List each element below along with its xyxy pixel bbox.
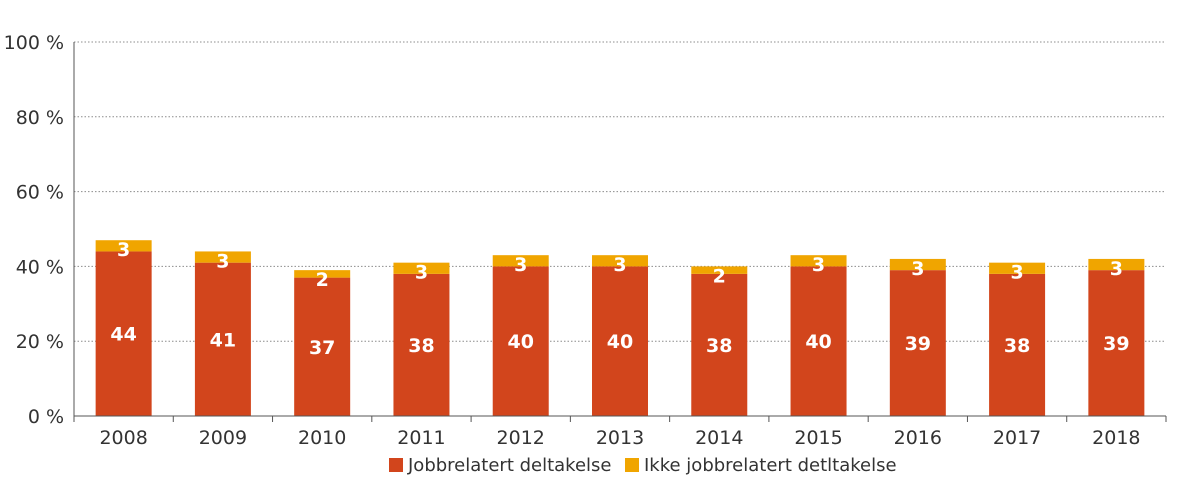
bar-segment-jobbrelatert (1088, 270, 1145, 416)
bar-segment-jobbrelatert (790, 266, 847, 416)
data-label: 40 (607, 331, 633, 353)
bar-segment-jobbrelatert (393, 273, 450, 416)
x-axis: 2008 2009 2010 2011 2012 2013 2014 2015 2016 2017… (73, 415, 1167, 449)
x-tick-label: 2008 (99, 427, 147, 449)
bar-segment-ikke-jobbrelatert (492, 255, 549, 267)
data-label: 3 (613, 254, 626, 276)
data-label: 3 (911, 258, 924, 280)
data-label: 2 (713, 265, 726, 287)
bar-segment-jobbrelatert (691, 273, 748, 416)
y-tick-label: 20 % (16, 331, 64, 353)
data-label: 40 (805, 331, 831, 353)
bar-segment-ikke-jobbrelatert (95, 240, 152, 252)
bar-segment-ikke-jobbrelatert (989, 262, 1046, 274)
x-tick-label: 2012 (497, 427, 545, 449)
data-label: 44 (110, 324, 136, 346)
bar-segment-jobbrelatert (889, 270, 946, 416)
data-label: 3 (514, 254, 527, 276)
gridlines (74, 41, 1166, 342)
data-label: 3 (1010, 262, 1023, 284)
x-tick-label: 2014 (695, 427, 743, 449)
bar-segment-jobbrelatert (194, 262, 251, 416)
bar-segment-jobbrelatert (989, 273, 1046, 416)
x-tick-label: 2017 (993, 427, 1041, 449)
y-tick-label: 0 % (28, 406, 64, 428)
legend-label: Jobbrelatert deltakelse (407, 455, 612, 476)
legend: Jobbrelatert deltakelse Ikke jobbrelatert… (389, 455, 897, 476)
y-tick-label: 40 % (16, 256, 64, 278)
data-label: 3 (117, 239, 130, 261)
x-tick-label: 2015 (794, 427, 842, 449)
data-label: 38 (408, 335, 434, 357)
data-label: 3 (415, 262, 428, 284)
y-tick-label: 100 % (4, 32, 64, 54)
bar-segment-jobbrelatert (592, 266, 648, 416)
data-label: 40 (508, 331, 534, 353)
data-label: 3 (216, 250, 229, 272)
data-label: 3 (812, 254, 825, 276)
y-tick-label: 60 % (16, 182, 64, 204)
bar-segment-jobbrelatert (95, 251, 152, 416)
bar-segment-jobbrelatert (492, 266, 549, 416)
legend-label: Ikke jobbrelatert detltakelse (644, 455, 897, 476)
bar-segment-ikke-jobbrelatert (790, 255, 847, 267)
legend-swatch (625, 458, 639, 472)
data-label: 3 (1110, 258, 1123, 280)
x-tick-label: 2016 (894, 427, 942, 449)
x-tick-label: 2011 (397, 427, 445, 449)
data-label: 39 (905, 333, 931, 355)
bar-segment-ikke-jobbrelatert (592, 255, 648, 267)
bar-segment-ikke-jobbrelatert (194, 251, 251, 263)
x-tick-label: 2013 (596, 427, 644, 449)
data-label: 39 (1103, 333, 1129, 355)
y-tick-label: 80 % (16, 107, 64, 129)
bar-segment-ikke-jobbrelatert (691, 266, 748, 274)
data-label: 2 (316, 269, 329, 291)
legend-swatch (389, 458, 403, 472)
bar-segment-ikke-jobbrelatert (294, 270, 351, 278)
data-label: 37 (309, 337, 335, 359)
x-tick-label: 2009 (199, 427, 247, 449)
y-axis: 0 % 20 % 40 % 60 % 80 % 100 % (4, 32, 75, 428)
bar-segment-ikke-jobbrelatert (1088, 258, 1145, 271)
bar-segment-ikke-jobbrelatert (393, 262, 450, 274)
data-label: 38 (1004, 335, 1030, 357)
bar-segment-jobbrelatert (294, 277, 351, 416)
bar-segment-ikke-jobbrelatert (889, 258, 946, 271)
data-label: 38 (706, 335, 732, 357)
x-tick-label: 2018 (1092, 427, 1140, 449)
data-label: 41 (210, 329, 236, 351)
bars: 44 3 41 3 37 2 38 3 40 3 40 3 38 2 40 3 39 3 38 3 39 3 (95, 239, 1145, 416)
x-tick-label: 2010 (298, 427, 346, 449)
